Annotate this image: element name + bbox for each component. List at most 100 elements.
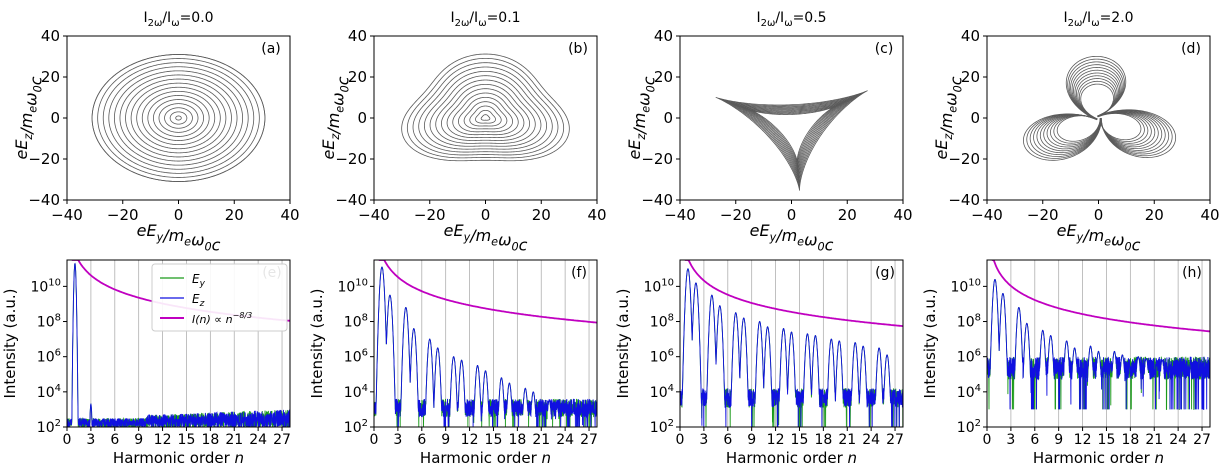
legend-label: Ey (192, 272, 206, 289)
tick-exponent: 8 (668, 313, 674, 324)
label-part: /m (630, 113, 649, 136)
tick-base: 10 (650, 350, 668, 366)
y-axis-label: eEz/meω0c (12, 76, 45, 159)
label-subscript: 0 (338, 85, 351, 92)
panel-letter: (g) (875, 265, 895, 281)
tick-exponent: 8 (362, 313, 368, 324)
title-subscript: 2ω (148, 18, 163, 29)
label-part: c (26, 76, 45, 85)
title-subscript: 2ω (455, 18, 470, 29)
x-label-var: n (1155, 449, 1165, 467)
x-tick-label: 21 (225, 432, 243, 448)
y-tick-label: 40 (654, 27, 673, 45)
spiral-loop (164, 107, 193, 129)
spiral-loop (97, 58, 260, 178)
y-tick-label: 108 (37, 313, 61, 331)
label-part: c (519, 235, 528, 254)
label-part: ω (22, 92, 41, 105)
powerlaw-curve (991, 260, 1210, 333)
panel-title: I2ω/Iω=0.1 (450, 10, 520, 29)
spiral-loop (102, 62, 255, 174)
tick-base: 10 (650, 385, 668, 401)
label-part: c (1132, 235, 1141, 254)
spiral-loop (136, 86, 221, 150)
deltoid-loop (733, 98, 852, 177)
spiral-loop (130, 82, 227, 154)
title-part: =0.0 (180, 10, 214, 26)
legend-label: Ez (192, 292, 205, 309)
title-part: /I (469, 10, 478, 26)
tick-base: 10 (957, 350, 975, 366)
x-tick-label: 12 (767, 432, 785, 448)
spiral-loop (119, 74, 238, 162)
y-tick-label: 104 (344, 383, 368, 401)
spiral-loop (141, 90, 216, 146)
deltoid-loop (715, 90, 868, 191)
x-tick-label: 3 (86, 432, 95, 448)
x-tick-label: 9 (747, 432, 756, 448)
spiral-loop (153, 99, 204, 137)
spiral-loop (175, 115, 182, 121)
y-tick-label: 40 (348, 27, 367, 45)
tick-exponent: 2 (975, 418, 981, 429)
phase-curves (401, 53, 570, 162)
axes-frame (986, 35, 1211, 201)
label-subscript: y (769, 231, 777, 244)
title-subscript: 2ω (1068, 18, 1083, 29)
spiral-loop (463, 101, 508, 130)
label-subscript: e (947, 106, 960, 113)
title-part: =2.0 (1100, 10, 1134, 26)
tick-exponent: 4 (975, 383, 981, 394)
label-subscript: y (156, 231, 164, 244)
y-tick-label: 1010 (337, 277, 368, 295)
spiral-loop (469, 105, 502, 127)
y-tick-label: 108 (650, 313, 674, 331)
title-subscript: ω (1091, 18, 1099, 29)
label-subscript: 0 (1124, 240, 1131, 253)
label-part: ω (1111, 231, 1124, 250)
spiral-loop (147, 95, 210, 141)
label-part: c (946, 76, 965, 85)
x-tick-label: 27 (273, 432, 291, 448)
label-subscript: e (334, 106, 347, 113)
y-tick-label: 20 (41, 68, 60, 86)
x-tick-label: 0 (63, 432, 72, 448)
x-tick-label: 9 (441, 432, 450, 448)
y-tick-label: 0 (357, 109, 367, 127)
label-subscript: e (640, 106, 653, 113)
spiral-loop (435, 79, 536, 144)
label-subscript: z (329, 133, 342, 141)
y-tick-label: 106 (37, 348, 61, 366)
y-axis-label: Intensity (a.u.) (921, 289, 939, 399)
legend-label: I(n) ∝ n−8/3 (192, 311, 252, 326)
label-part: eE (319, 139, 338, 160)
y-tick-label: −40 (28, 191, 60, 209)
x-tick-label: 18 (508, 432, 526, 448)
legend-label-subscript: z (199, 299, 205, 309)
tick-base: 10 (30, 279, 48, 295)
x-tick-label: 0 (1094, 206, 1104, 224)
x-tick-label: −20 (1027, 206, 1059, 224)
powerlaw-curve (378, 260, 597, 324)
y-tick-label: 0 (50, 109, 60, 127)
phase-panel-b: I2ω/Iω=0.1−40 −20 0 20 40−40−2002040(b)eEy/m… (319, 10, 607, 254)
y-tick-label: 20 (961, 68, 980, 86)
y-tick-label: −20 (641, 150, 673, 168)
label-subscript: 0 (817, 240, 824, 253)
spectrum-panel-h: 0 3 6 9 12 15 18 21 24 271021041061081010(h)Harmo… (921, 259, 1211, 467)
tick-exponent: 2 (362, 418, 368, 429)
title-part: /I (1082, 10, 1091, 26)
y-tick-label: −40 (335, 191, 367, 209)
label-subscript: e (27, 106, 40, 113)
deltoid-loop (743, 103, 842, 168)
spectrum-panel-g: 0 3 6 9 12 15 18 21 24 271021041061081010(g)Harmo… (614, 259, 904, 467)
panel-letter: (a) (261, 41, 281, 57)
label-part: /m (937, 113, 956, 136)
y-tick-label: 108 (957, 313, 981, 331)
legend-label-subscript: y (199, 279, 206, 289)
spiral-loop (158, 103, 199, 133)
tick-exponent: 2 (668, 418, 674, 429)
tick-base: 10 (37, 315, 55, 331)
y-tick-label: 102 (650, 418, 674, 436)
